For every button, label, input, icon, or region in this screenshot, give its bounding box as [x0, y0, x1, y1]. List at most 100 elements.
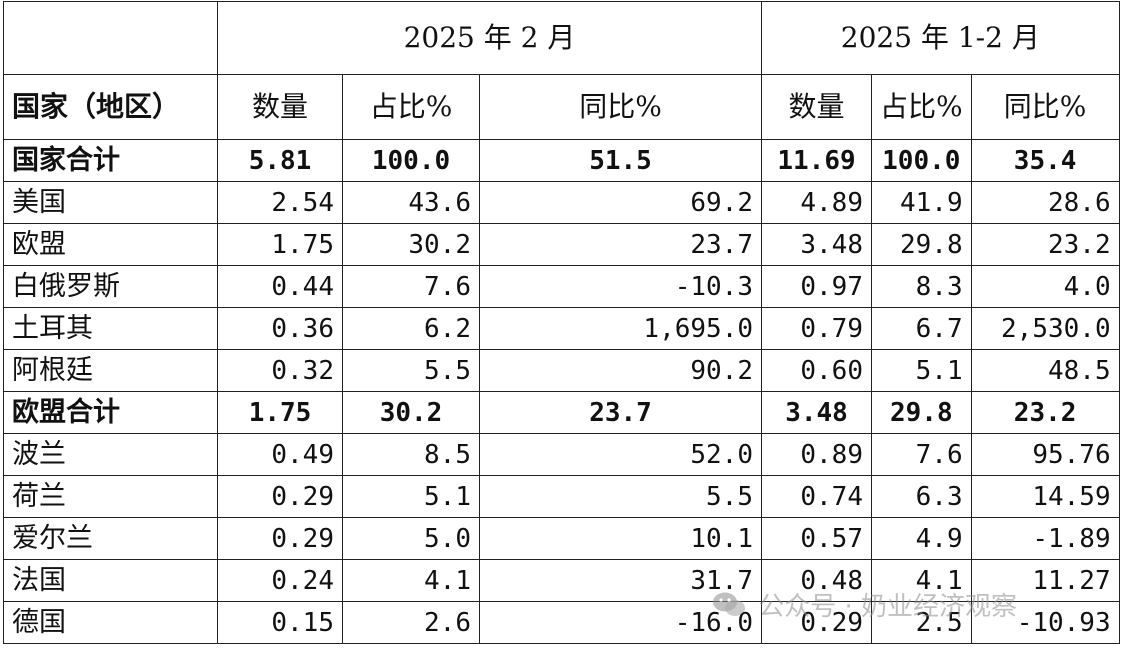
- cell-share-janfeb: 2.5: [871, 601, 972, 644]
- cell-yoy-janfeb: 2,530.0: [970, 307, 1120, 350]
- table-row: 法国 0.24 4.1 31.7 0.48 4.1 11.27: [3, 559, 1120, 602]
- cell-share-feb: 7.6: [342, 265, 480, 308]
- table-row: 阿根廷 0.32 5.5 90.2 0.60 5.1 48.5: [3, 349, 1120, 392]
- cell-share-janfeb: 4.9: [871, 517, 972, 560]
- cell-qty-janfeb: 0.79: [761, 307, 872, 350]
- cell-yoy-janfeb: 35.4: [970, 139, 1120, 182]
- cell-share-janfeb: 8.3: [871, 265, 972, 308]
- cell-country: 波兰: [3, 433, 218, 476]
- cell-qty-janfeb: 4.89: [761, 181, 872, 224]
- cell-qty-janfeb: 3.48: [761, 223, 872, 266]
- cell-yoy-feb: 69.2: [479, 181, 762, 224]
- cell-yoy-janfeb: 14.59: [970, 475, 1120, 518]
- cell-yoy-feb: 51.5: [479, 139, 762, 182]
- cell-share-feb: 30.2: [342, 223, 480, 266]
- cell-yoy-feb: 23.7: [479, 223, 762, 266]
- cell-qty-feb: 1.75: [217, 391, 343, 434]
- cell-qty-feb: 0.15: [217, 601, 343, 644]
- cell-country: 白俄罗斯: [3, 265, 218, 308]
- header-share-feb: 占比%: [342, 74, 480, 140]
- cell-share-janfeb: 5.1: [871, 349, 972, 392]
- cell-country: 阿根廷: [3, 349, 218, 392]
- cell-share-janfeb: 6.3: [871, 475, 972, 518]
- cell-share-feb: 100.0: [342, 139, 480, 182]
- cell-country: 欧盟: [3, 223, 218, 266]
- cell-qty-feb: 0.29: [217, 517, 343, 560]
- header-corner-cell: [3, 1, 218, 75]
- header-row-columns: 国家（地区） 数量 占比% 同比% 数量 占比% 同比%: [3, 74, 1120, 140]
- cell-qty-janfeb: 3.48: [761, 391, 872, 434]
- cell-share-feb: 2.6: [342, 601, 480, 644]
- cell-qty-feb: 0.44: [217, 265, 343, 308]
- header-country: 国家（地区）: [3, 74, 218, 140]
- cell-yoy-feb: 10.1: [479, 517, 762, 560]
- cell-qty-feb: 0.36: [217, 307, 343, 350]
- cell-qty-janfeb: 0.57: [761, 517, 872, 560]
- table-row: 荷兰 0.29 5.1 5.5 0.74 6.3 14.59: [3, 475, 1120, 518]
- cell-qty-feb: 0.49: [217, 433, 343, 476]
- cell-yoy-feb: 90.2: [479, 349, 762, 392]
- table-row: 国家合计 5.81 100.0 51.5 11.69 100.0 35.4: [3, 139, 1120, 182]
- cell-qty-feb: 0.29: [217, 475, 343, 518]
- cell-yoy-janfeb: -10.93: [970, 601, 1120, 644]
- cell-country: 土耳其: [3, 307, 218, 350]
- cell-yoy-janfeb: 4.0: [970, 265, 1120, 308]
- cell-qty-janfeb: 0.97: [761, 265, 872, 308]
- cell-qty-feb: 1.75: [217, 223, 343, 266]
- cell-share-janfeb: 29.8: [871, 223, 972, 266]
- header-qty-feb: 数量: [217, 74, 343, 140]
- table-row: 美国 2.54 43.6 69.2 4.89 41.9 28.6: [3, 181, 1120, 224]
- table-row: 爱尔兰 0.29 5.0 10.1 0.57 4.9 -1.89: [3, 517, 1120, 560]
- cell-yoy-feb: 31.7: [479, 559, 762, 602]
- cell-share-feb: 6.2: [342, 307, 480, 350]
- cell-country: 国家合计: [3, 139, 218, 182]
- table-row: 欧盟合计 1.75 30.2 23.7 3.48 29.8 23.2: [3, 391, 1120, 434]
- cell-share-feb: 30.2: [342, 391, 480, 434]
- cell-country: 美国: [3, 181, 218, 224]
- header-yoy-feb: 同比%: [479, 74, 762, 140]
- cell-share-feb: 43.6: [342, 181, 480, 224]
- cell-share-feb: 5.5: [342, 349, 480, 392]
- cell-share-feb: 5.0: [342, 517, 480, 560]
- header-qty-janfeb: 数量: [761, 74, 872, 140]
- cell-yoy-janfeb: 23.2: [970, 391, 1120, 434]
- cell-share-feb: 4.1: [342, 559, 480, 602]
- cell-country: 德国: [3, 601, 218, 644]
- table-row: 欧盟 1.75 30.2 23.7 3.48 29.8 23.2: [3, 223, 1120, 266]
- cell-qty-janfeb: 11.69: [761, 139, 872, 182]
- cell-share-feb: 8.5: [342, 433, 480, 476]
- cell-yoy-janfeb: 23.2: [970, 223, 1120, 266]
- cell-country: 欧盟合计: [3, 391, 218, 434]
- cell-qty-janfeb: 0.48: [761, 559, 872, 602]
- cell-qty-feb: 0.32: [217, 349, 343, 392]
- cell-share-janfeb: 7.6: [871, 433, 972, 476]
- cell-yoy-janfeb: 11.27: [970, 559, 1120, 602]
- cell-qty-janfeb: 0.74: [761, 475, 872, 518]
- cell-yoy-feb: 1,695.0: [479, 307, 762, 350]
- header-row-periods: 2025 年 2 月 2025 年 1-2 月: [3, 1, 1120, 75]
- header-yoy-janfeb: 同比%: [970, 74, 1120, 140]
- cell-share-janfeb: 4.1: [871, 559, 972, 602]
- cell-yoy-janfeb: 48.5: [970, 349, 1120, 392]
- cell-qty-feb: 2.54: [217, 181, 343, 224]
- country-data-table: 2025 年 2 月 2025 年 1-2 月 国家（地区） 数量 占比% 同比…: [3, 1, 1120, 644]
- cell-qty-janfeb: 0.89: [761, 433, 872, 476]
- cell-share-janfeb: 6.7: [871, 307, 972, 350]
- cell-yoy-janfeb: 28.6: [970, 181, 1120, 224]
- header-period-feb: 2025 年 2 月: [217, 1, 762, 75]
- cell-qty-feb: 5.81: [217, 139, 343, 182]
- cell-yoy-feb: 52.0: [479, 433, 762, 476]
- cell-yoy-feb: -16.0: [479, 601, 762, 644]
- cell-country: 荷兰: [3, 475, 218, 518]
- table-row: 土耳其 0.36 6.2 1,695.0 0.79 6.7 2,530.0: [3, 307, 1120, 350]
- cell-yoy-janfeb: -1.89: [970, 517, 1120, 560]
- cell-qty-janfeb: 0.60: [761, 349, 872, 392]
- cell-qty-feb: 0.24: [217, 559, 343, 602]
- cell-share-janfeb: 29.8: [871, 391, 972, 434]
- cell-yoy-feb: 23.7: [479, 391, 762, 434]
- table-row: 白俄罗斯 0.44 7.6 -10.3 0.97 8.3 4.0: [3, 265, 1120, 308]
- cell-yoy-feb: -10.3: [479, 265, 762, 308]
- table-row: 波兰 0.49 8.5 52.0 0.89 7.6 95.76: [3, 433, 1120, 476]
- cell-qty-janfeb: 0.29: [761, 601, 872, 644]
- cell-country: 法国: [3, 559, 218, 602]
